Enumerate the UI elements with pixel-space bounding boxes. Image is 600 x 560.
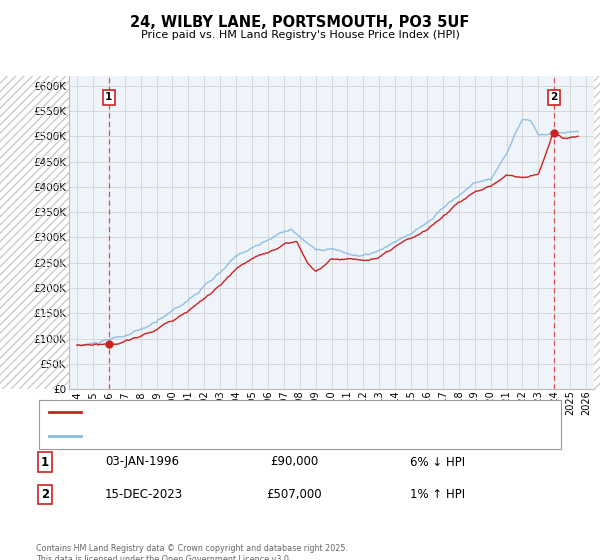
Text: 6% ↓ HPI: 6% ↓ HPI — [410, 455, 466, 469]
Text: 2: 2 — [41, 488, 49, 501]
Text: 2: 2 — [550, 92, 557, 102]
Text: £90,000: £90,000 — [270, 455, 318, 469]
Text: HPI: Average price, detached house, Portsmouth: HPI: Average price, detached house, Port… — [86, 431, 339, 441]
Text: 1% ↑ HPI: 1% ↑ HPI — [410, 488, 466, 501]
Text: 1: 1 — [41, 455, 49, 469]
Text: 03-JAN-1996: 03-JAN-1996 — [105, 455, 179, 469]
Text: Contains HM Land Registry data © Crown copyright and database right 2025.
This d: Contains HM Land Registry data © Crown c… — [36, 544, 348, 560]
Text: 1: 1 — [106, 92, 113, 102]
Text: 24, WILBY LANE, PORTSMOUTH, PO3 5UF (detached house): 24, WILBY LANE, PORTSMOUTH, PO3 5UF (det… — [86, 407, 393, 417]
Text: £507,000: £507,000 — [266, 488, 322, 501]
Text: 15-DEC-2023: 15-DEC-2023 — [105, 488, 183, 501]
Text: 24, WILBY LANE, PORTSMOUTH, PO3 5UF: 24, WILBY LANE, PORTSMOUTH, PO3 5UF — [130, 15, 470, 30]
FancyBboxPatch shape — [38, 400, 562, 449]
Text: Price paid vs. HM Land Registry's House Price Index (HPI): Price paid vs. HM Land Registry's House … — [140, 30, 460, 40]
